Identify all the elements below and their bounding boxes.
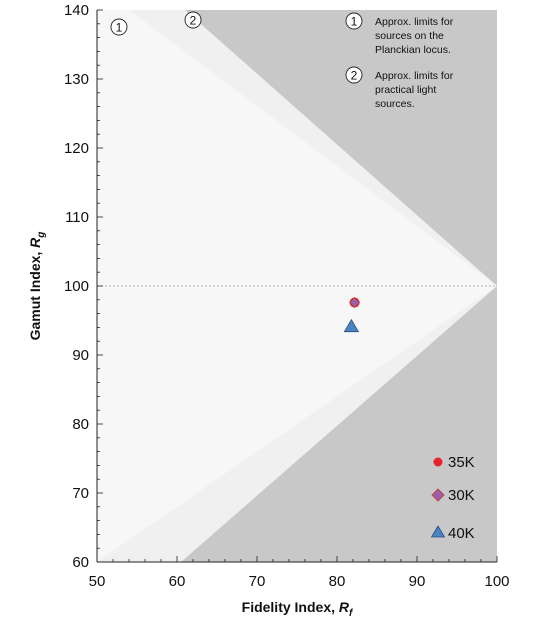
- circle-1-note-label: 1: [351, 15, 358, 29]
- circled-marker-1-plot: 1: [110, 18, 128, 36]
- x-axis-title-var: R: [339, 599, 350, 615]
- note-2-line-1: Approx. limits for: [375, 70, 454, 82]
- y-axis-title: Gamut Index, Rg: [27, 232, 47, 341]
- x-tick-label: 50: [89, 573, 106, 590]
- y-axis-title-var: R: [27, 237, 43, 248]
- circle-2-plot-label: 2: [190, 14, 197, 28]
- x-tick-label: 80: [329, 573, 346, 590]
- x-axis-title-sub: f: [349, 608, 354, 619]
- x-tick-label: 90: [409, 573, 426, 590]
- y-tick-label: 80: [72, 416, 89, 433]
- point-40k: [343, 318, 360, 333]
- circle-2-note: [345, 66, 363, 84]
- y-tick-label: 100: [64, 278, 89, 295]
- y-tick-label: 130: [64, 71, 89, 88]
- legend-35k-marker: [433, 457, 443, 467]
- x-tick-label: 100: [484, 573, 509, 590]
- note-2-line-2: practical light: [375, 84, 436, 96]
- legend-40k-label: 40K: [448, 525, 475, 542]
- y-tick-label: 60: [72, 554, 89, 571]
- y-tick-label: 140: [64, 2, 89, 19]
- y-axis-title-text: Gamut Index,: [27, 248, 43, 341]
- x-axis-title-text: Fidelity Index,: [242, 599, 339, 615]
- note-1-line-3: Planckian locus.: [375, 44, 451, 56]
- circle-1-note: [345, 12, 363, 30]
- point-30k: [349, 296, 361, 309]
- y-axis-title-sub: g: [36, 232, 47, 239]
- x-tick-label: 60: [169, 573, 186, 590]
- x-axis-title: Fidelity Index, Rf: [242, 599, 354, 619]
- legend-30k-marker: [431, 488, 445, 502]
- note-2: 2 Approx. limits for practical light sou…: [345, 66, 454, 110]
- legend-40k-marker: [430, 525, 446, 538]
- x-tick-label: 70: [249, 573, 266, 590]
- circle-1-plot-label: 1: [116, 21, 123, 35]
- legend-30k-label: 30K: [448, 487, 475, 504]
- note-1-line-2: sources on the: [375, 30, 444, 42]
- note-1-line-1: Approx. limits for: [375, 16, 454, 28]
- circle-2-note-label: 2: [351, 69, 358, 83]
- axes: [96, 9, 498, 563]
- y-tick-label: 70: [72, 485, 89, 502]
- circle-1-plot: [110, 18, 128, 36]
- note-1: 1 Approx. limits for sources on the Plan…: [345, 12, 454, 56]
- data-points: [343, 296, 361, 333]
- note-2-line-3: sources.: [375, 98, 415, 110]
- y-tick-label: 120: [64, 140, 89, 157]
- legend: 35K 30K 40K: [430, 454, 475, 542]
- legend-35k-label: 35K: [448, 454, 475, 471]
- y-tick-label: 90: [72, 347, 89, 364]
- y-tick-label: 110: [65, 209, 89, 226]
- annotations: 1 2 1 Approx. limits for sources on the …: [110, 11, 454, 110]
- circle-2-plot: [184, 11, 202, 29]
- circled-marker-2-plot: 2: [184, 11, 202, 29]
